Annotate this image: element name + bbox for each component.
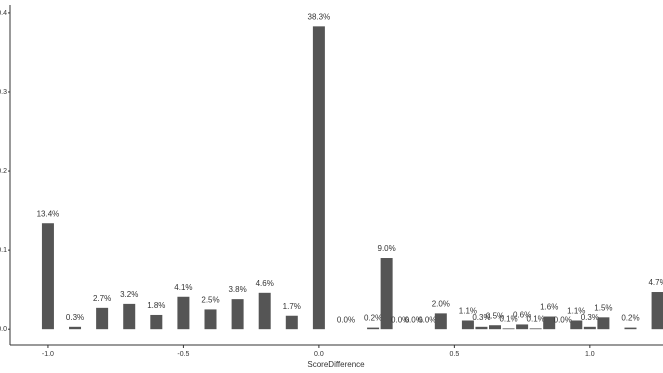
value-label: 1.1% <box>459 307 477 316</box>
bar <box>204 309 217 330</box>
y-tick-label: 0.1 <box>0 247 7 254</box>
bar <box>258 292 271 330</box>
bar <box>312 26 325 330</box>
value-label: 13.4% <box>37 209 60 218</box>
bar <box>150 314 163 330</box>
bar <box>177 296 190 330</box>
value-label: 0.1% <box>499 315 517 324</box>
bar <box>489 325 502 330</box>
value-label: 0.0% <box>391 315 409 324</box>
bar <box>651 292 663 330</box>
bar <box>285 315 298 330</box>
bar <box>624 327 637 330</box>
x-tick-label: 1.0 <box>585 351 595 358</box>
value-label: 4.7% <box>648 278 663 287</box>
x-tick-label: -0.5 <box>177 351 189 358</box>
value-label: 0.0% <box>337 315 355 324</box>
bar <box>367 327 380 330</box>
value-label: 0.0% <box>554 315 572 324</box>
bar <box>529 328 542 330</box>
bar <box>583 326 596 330</box>
value-label: 4.6% <box>256 279 274 288</box>
value-label: 2.5% <box>201 296 219 305</box>
value-label: 2.7% <box>93 294 111 303</box>
value-label: 1.6% <box>540 303 558 312</box>
value-label: 2.0% <box>432 299 450 308</box>
value-label: 0.5% <box>486 311 504 320</box>
value-label: 0.0% <box>405 315 423 324</box>
bar <box>461 320 474 330</box>
value-label: 0.0% <box>418 315 436 324</box>
value-label: 0.6% <box>513 311 531 320</box>
value-label: 1.1% <box>567 307 585 316</box>
y-tick-label: 0.0 <box>0 326 7 333</box>
value-label: 0.2% <box>621 314 639 323</box>
value-label: 0.3% <box>581 313 599 322</box>
bar <box>570 320 583 330</box>
value-label: 3.8% <box>228 285 246 294</box>
value-label: 0.2% <box>364 314 382 323</box>
value-label: 0.3% <box>66 313 84 322</box>
bar <box>597 317 610 330</box>
value-label: 4.1% <box>174 283 192 292</box>
value-label: 1.7% <box>283 302 301 311</box>
value-label: 3.2% <box>120 290 138 299</box>
bar <box>123 303 136 330</box>
x-tick-label: 0.0 <box>314 351 324 358</box>
bar <box>41 223 54 330</box>
x-axis-title: ScoreDifference <box>307 360 365 369</box>
bar <box>96 307 109 330</box>
bar <box>434 313 447 330</box>
y-tick-label: 0.2 <box>0 168 7 175</box>
bar <box>543 316 556 330</box>
y-tick-label: 0.3 <box>0 89 7 96</box>
value-label: 1.5% <box>594 303 612 312</box>
bar <box>475 326 488 330</box>
bar <box>231 299 244 330</box>
value-label: 1.8% <box>147 301 165 310</box>
bar <box>69 326 82 330</box>
value-label: 0.3% <box>472 313 490 322</box>
bar <box>502 328 515 330</box>
value-label: 0.1% <box>527 315 545 324</box>
y-tick-label: 0.4 <box>0 10 7 17</box>
value-label: 9.0% <box>378 244 396 253</box>
x-tick-label: 0.5 <box>449 351 459 358</box>
bar <box>516 324 529 330</box>
x-tick-label: -1.0 <box>42 351 54 358</box>
bar <box>380 258 393 330</box>
value-label: 38.3% <box>308 12 331 21</box>
